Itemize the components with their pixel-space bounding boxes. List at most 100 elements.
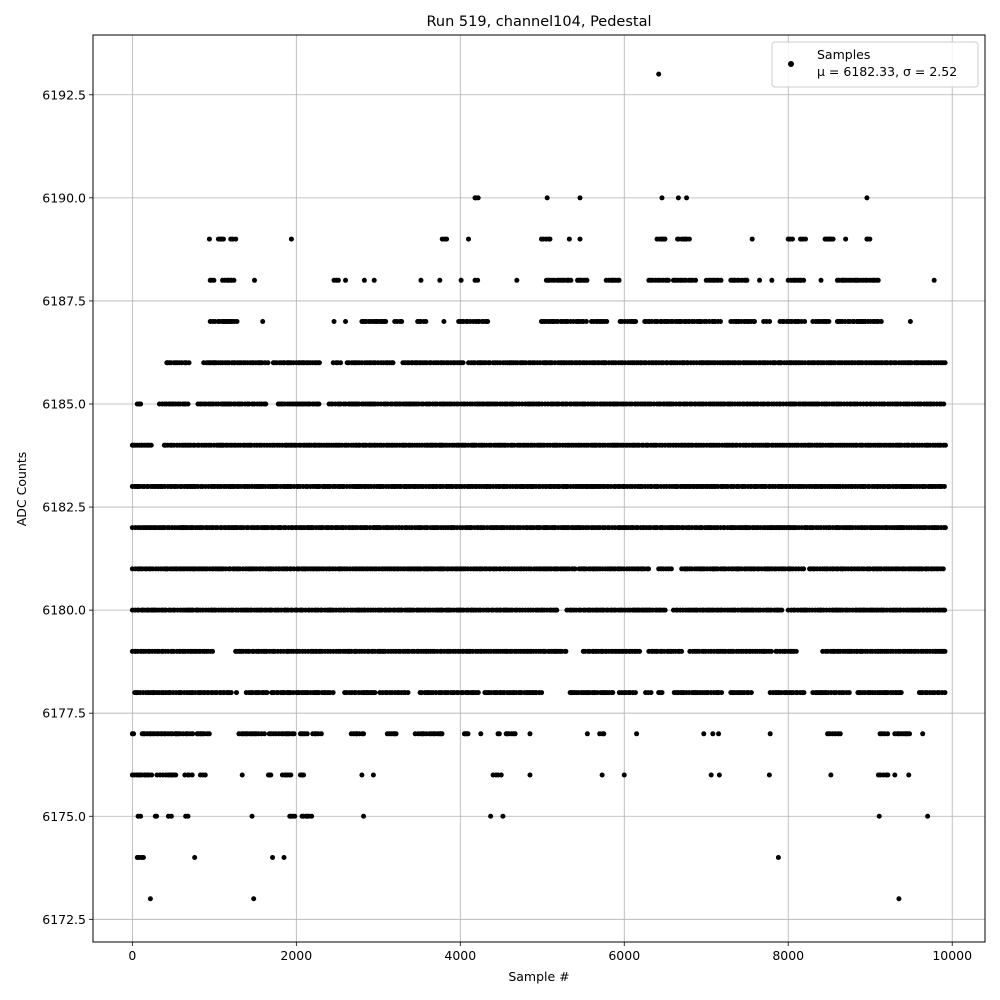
y-tick-label: 6192.5 — [42, 87, 86, 102]
data-point — [361, 813, 367, 819]
data-point — [478, 731, 484, 737]
data-point — [140, 854, 146, 860]
x-tick-label: 10000 — [932, 948, 972, 963]
data-point — [544, 195, 550, 201]
data-point — [632, 690, 638, 696]
data-point — [233, 236, 239, 242]
data-point — [372, 690, 378, 696]
data-point — [361, 731, 367, 737]
data-point — [941, 483, 947, 489]
data-point — [206, 236, 212, 242]
data-point — [766, 772, 772, 778]
data-point — [751, 319, 757, 325]
data-point — [399, 319, 405, 325]
data-point — [668, 566, 674, 572]
data-point — [801, 277, 807, 283]
data-point — [500, 813, 506, 819]
data-point — [268, 772, 274, 778]
axis-ticks: 0 2000 4000 6000 8000 10000 6172.5 6175.0 6177.5… — [42, 87, 972, 963]
data-point — [458, 277, 464, 283]
data-point — [371, 277, 377, 283]
data-point — [818, 277, 824, 283]
data-point — [260, 319, 266, 325]
data-point — [648, 690, 654, 696]
x-tick-label: 2000 — [280, 948, 312, 963]
data-point — [757, 277, 763, 283]
data-point — [610, 690, 616, 696]
data-point — [801, 566, 807, 572]
y-tick-label: 6182.5 — [42, 500, 86, 515]
data-point — [185, 813, 191, 819]
data-point — [659, 195, 665, 201]
y-tick-label: 6172.5 — [42, 912, 86, 927]
data-point — [662, 607, 668, 613]
data-point — [875, 277, 881, 283]
data-point — [775, 854, 781, 860]
data-point — [892, 772, 898, 778]
data-point — [749, 236, 755, 242]
data-point — [264, 690, 270, 696]
data-point — [475, 195, 481, 201]
data-point — [906, 772, 912, 778]
data-point — [318, 731, 324, 737]
data-point — [527, 731, 533, 737]
data-point — [343, 277, 349, 283]
data-point — [291, 731, 297, 737]
data-point — [867, 236, 873, 242]
data-point — [439, 731, 445, 737]
data-point — [465, 236, 471, 242]
data-point — [514, 277, 520, 283]
data-point — [288, 236, 294, 242]
data-point — [512, 731, 518, 737]
data-point — [361, 277, 367, 283]
data-point — [637, 648, 643, 654]
data-point — [185, 401, 191, 407]
data-point — [942, 525, 948, 531]
data-point — [925, 813, 931, 819]
x-axis-label: Sample # — [508, 969, 569, 984]
data-point — [189, 772, 195, 778]
data-point — [693, 277, 699, 283]
data-point — [444, 236, 450, 242]
data-point — [828, 772, 834, 778]
data-point — [920, 731, 926, 737]
x-tick-label: 4000 — [444, 948, 476, 963]
data-point — [418, 277, 424, 283]
y-axis-label: ADC Counts — [14, 452, 29, 527]
data-point — [292, 813, 298, 819]
data-point — [941, 401, 947, 407]
data-point — [192, 854, 198, 860]
data-point — [210, 648, 216, 654]
data-point — [708, 772, 714, 778]
data-point — [261, 731, 267, 737]
data-point — [601, 731, 607, 737]
data-point — [202, 772, 208, 778]
data-point — [907, 319, 913, 325]
data-point — [885, 731, 891, 737]
legend-stats: μ = 6182.33, σ = 2.52 — [817, 64, 957, 79]
data-point — [168, 813, 174, 819]
y-tick-label: 6180.0 — [42, 603, 86, 618]
data-point — [331, 319, 337, 325]
y-tick-label: 6185.0 — [42, 396, 86, 411]
data-point — [675, 195, 681, 201]
data-point — [252, 277, 258, 283]
data-point — [940, 566, 946, 572]
data-point — [659, 690, 665, 696]
data-point — [147, 896, 153, 902]
data-point — [211, 277, 217, 283]
data-point — [942, 690, 948, 696]
y-tick-label: 6175.0 — [42, 809, 86, 824]
data-point — [338, 360, 344, 366]
data-point — [475, 690, 481, 696]
data-point — [584, 277, 590, 283]
data-point — [716, 772, 722, 778]
data-point — [684, 195, 690, 201]
data-point — [281, 854, 287, 860]
data-point — [789, 236, 795, 242]
data-point — [220, 236, 226, 242]
data-point — [896, 896, 902, 902]
data-point — [149, 772, 155, 778]
x-tick-label: 6000 — [608, 948, 640, 963]
data-point — [878, 319, 884, 325]
